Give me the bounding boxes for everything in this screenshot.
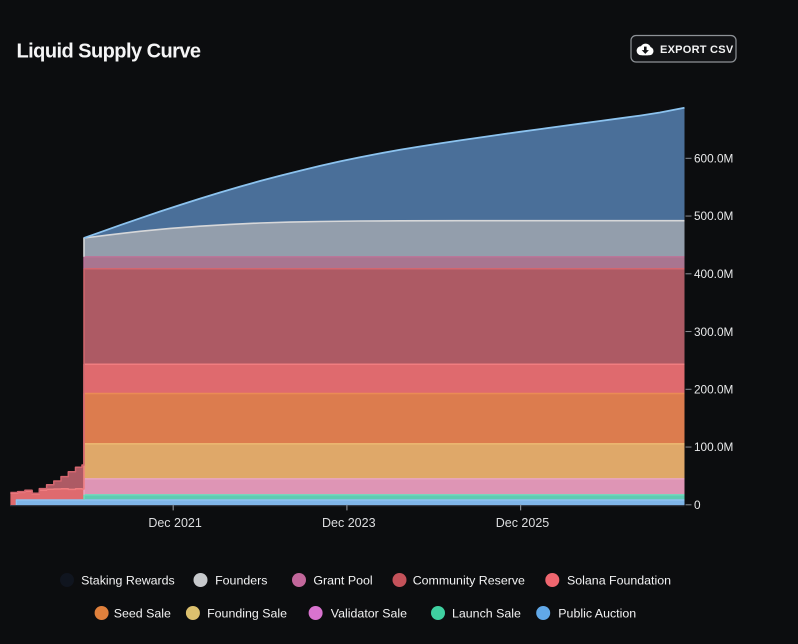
svg-text:Seed Sale: Seed Sale [114,606,171,620]
svg-text:400.0M: 400.0M [694,267,733,281]
svg-text:0: 0 [694,498,701,512]
svg-text:Community Reserve: Community Reserve [413,573,525,587]
svg-text:300.0M: 300.0M [694,325,733,339]
svg-text:500.0M: 500.0M [694,209,733,223]
svg-text:Validator Sale: Validator Sale [331,606,407,620]
svg-text:Grant Pool: Grant Pool [313,573,372,587]
svg-text:Launch Sale: Launch Sale [452,606,521,620]
svg-text:Liquid Supply Curve: Liquid Supply Curve [17,41,201,63]
svg-text:Founding Sale: Founding Sale [207,606,287,620]
svg-text:Public Auction: Public Auction [558,606,636,620]
svg-text:Dec 2023: Dec 2023 [322,516,376,530]
svg-text:Solana Foundation: Solana Foundation [567,573,671,587]
svg-text:Founders: Founders [215,573,267,587]
svg-text:EXPORT CSV: EXPORT CSV [660,44,734,56]
svg-text:Dec 2021: Dec 2021 [148,516,202,530]
svg-text:600.0M: 600.0M [694,152,733,166]
svg-text:Staking Rewards: Staking Rewards [81,573,175,587]
svg-text:100.0M: 100.0M [694,440,733,454]
svg-text:200.0M: 200.0M [694,383,733,397]
svg-text:Dec 2025: Dec 2025 [496,516,550,530]
